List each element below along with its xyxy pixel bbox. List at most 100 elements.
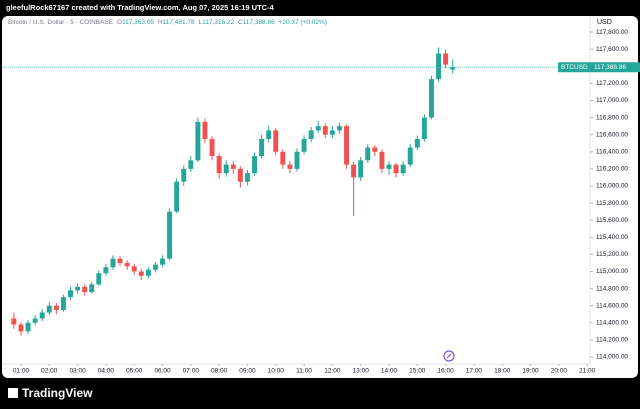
candle-body xyxy=(103,267,109,274)
x-tick-label: 06:00 xyxy=(154,368,171,375)
candle-body xyxy=(344,126,350,165)
candle-body xyxy=(351,164,357,178)
candle-body xyxy=(216,156,222,174)
x-tick-label: 02:00 xyxy=(41,368,58,375)
brand: TradingView xyxy=(8,386,93,400)
y-tick-label: 114,000.00 xyxy=(596,354,628,361)
candle-body xyxy=(131,266,137,272)
x-tick-label: 19:00 xyxy=(522,368,539,375)
y-tick-label: 115,000.00 xyxy=(596,268,628,275)
candle-body xyxy=(75,286,81,291)
candle-body xyxy=(46,305,52,313)
candle-body xyxy=(160,258,165,265)
candle-body xyxy=(152,264,158,270)
legend-symbol: Bitcoin / U.S. Dollar · 5 · COINBASE xyxy=(8,19,114,26)
y-tick-label: 116,000.00 xyxy=(596,183,628,190)
candle-body xyxy=(96,273,102,285)
y-tick-label: 116,600.00 xyxy=(596,131,628,138)
x-tick-label: 07:00 xyxy=(183,368,200,375)
x-tick-label: 13:00 xyxy=(353,368,370,375)
legend-change: +20.37 (+0.02%) xyxy=(279,19,327,26)
candle-body xyxy=(443,53,449,65)
x-tick-label: 14:00 xyxy=(381,368,398,375)
x-tick-label: 04:00 xyxy=(98,368,115,375)
candle-body xyxy=(322,126,328,135)
x-tick-label: 10:00 xyxy=(268,368,285,375)
candle-body xyxy=(450,67,456,70)
candle-body xyxy=(25,322,31,332)
candle-body xyxy=(308,130,314,139)
y-tick-label: 117,600.00 xyxy=(596,46,628,53)
legend-key: O xyxy=(117,19,122,26)
candle-body xyxy=(400,164,406,174)
y-tick-label: 116,400.00 xyxy=(596,148,628,155)
candle-body xyxy=(280,151,286,165)
candle-body xyxy=(407,147,413,165)
candle-body xyxy=(195,121,201,161)
x-tick-label: 21:00 xyxy=(579,368,596,375)
candle-body xyxy=(82,286,88,293)
legend-key: L xyxy=(198,19,202,26)
candle-body xyxy=(230,164,236,169)
x-tick-label: 08:00 xyxy=(211,368,228,375)
y-tick-label: 116,800.00 xyxy=(596,114,628,121)
legend-key: C xyxy=(238,19,243,26)
x-tick-label: 09:00 xyxy=(239,368,256,375)
candle-body xyxy=(329,130,335,135)
x-tick-label: 16:00 xyxy=(437,368,454,375)
candle-body xyxy=(237,168,243,182)
candle-body xyxy=(32,318,38,323)
y-tick-label: 114,200.00 xyxy=(596,337,628,344)
y-tick-label: 115,200.00 xyxy=(596,251,628,258)
candle-body xyxy=(181,168,187,182)
candle-body xyxy=(266,130,272,139)
candle-body xyxy=(252,156,258,174)
candle-body xyxy=(414,138,420,148)
last-price-symbol: BTCUSD xyxy=(561,64,588,71)
last-price-label: 117,388.86 xyxy=(594,64,626,71)
y-tick-label: 117,200.00 xyxy=(596,80,628,87)
candle-body xyxy=(372,147,378,152)
candle-body xyxy=(167,211,173,259)
y-tick-label: 115,400.00 xyxy=(596,234,628,241)
candle-body xyxy=(244,173,250,182)
candle-body xyxy=(273,130,279,152)
candle-body xyxy=(428,79,434,118)
replay-icon[interactable] xyxy=(443,350,455,362)
candle-body xyxy=(11,318,17,325)
candle-body xyxy=(379,151,385,169)
x-tick-label: 17:00 xyxy=(466,368,483,375)
brand-name: TradingView xyxy=(22,386,93,400)
candle-body xyxy=(145,269,151,276)
x-tick-label: 03:00 xyxy=(69,368,86,375)
candle-body xyxy=(386,164,392,169)
candle-body xyxy=(436,53,442,80)
chart-panel xyxy=(2,16,638,378)
x-tick-label: 12:00 xyxy=(324,368,341,375)
legend-open: 117,363.05 xyxy=(122,19,154,26)
header-text: gleefulRock67167 created with TradingVie… xyxy=(6,3,275,12)
candle-body xyxy=(60,297,66,310)
candle-body xyxy=(358,160,364,178)
y-tick-label: 114,600.00 xyxy=(596,302,628,309)
candle-body xyxy=(174,181,180,212)
candle-body xyxy=(89,284,95,293)
candle-body xyxy=(336,126,342,131)
candle-body xyxy=(53,305,59,310)
legend-close: 117,388.86 xyxy=(243,19,275,26)
y-tick-label: 117,800.00 xyxy=(596,29,628,36)
y-tick-label: 115,600.00 xyxy=(596,217,628,224)
candle-body xyxy=(68,290,73,298)
candle-body xyxy=(202,121,208,139)
candle-body xyxy=(223,164,229,174)
candle-body xyxy=(301,138,307,152)
candle-body xyxy=(259,138,265,157)
candle-body xyxy=(18,324,24,332)
x-tick-label: 18:00 xyxy=(494,368,511,375)
last-price-box xyxy=(558,62,640,73)
candle-body xyxy=(393,164,399,174)
candle-body xyxy=(315,126,321,131)
candle-body xyxy=(209,138,215,157)
